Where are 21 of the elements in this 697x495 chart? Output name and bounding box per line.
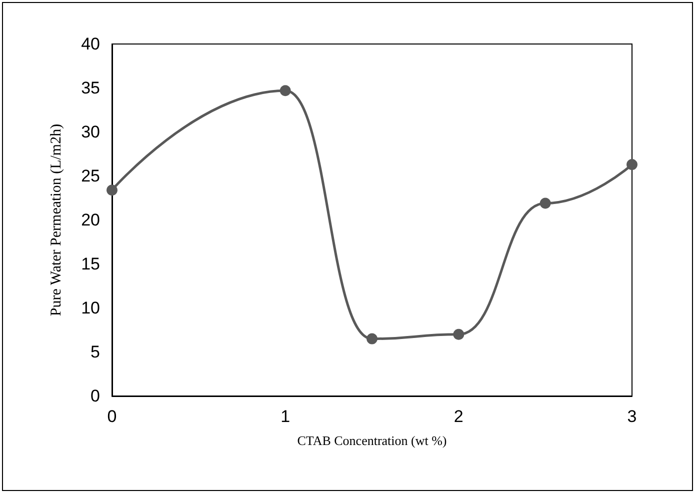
y-tick-label: 15: [81, 254, 100, 274]
y-tick-label: 5: [90, 342, 100, 362]
point: [453, 328, 464, 340]
x-tick-label: 3: [627, 407, 637, 426]
x-tick-label: 1: [280, 407, 290, 426]
y-tick-label: 35: [81, 78, 100, 98]
x-tick-label: 2: [454, 407, 464, 426]
y-tick-label: 40: [81, 34, 100, 54]
y-tick-label: 30: [81, 122, 100, 142]
point: [106, 184, 118, 196]
y-axis-title: Pure Water Permeation (L/m2h): [48, 124, 64, 316]
x-axis-title: CTAB Concentration (wt %): [297, 433, 447, 448]
x-tick-label: 0: [107, 407, 117, 426]
y-tick-label: 0: [90, 386, 100, 406]
point: [280, 85, 291, 96]
point: [626, 159, 638, 170]
point: [540, 198, 551, 209]
y-tick-label: 20: [81, 210, 100, 230]
point: [366, 333, 378, 344]
y-tick-label: 25: [81, 166, 100, 186]
y-tick-label: 10: [81, 298, 100, 318]
